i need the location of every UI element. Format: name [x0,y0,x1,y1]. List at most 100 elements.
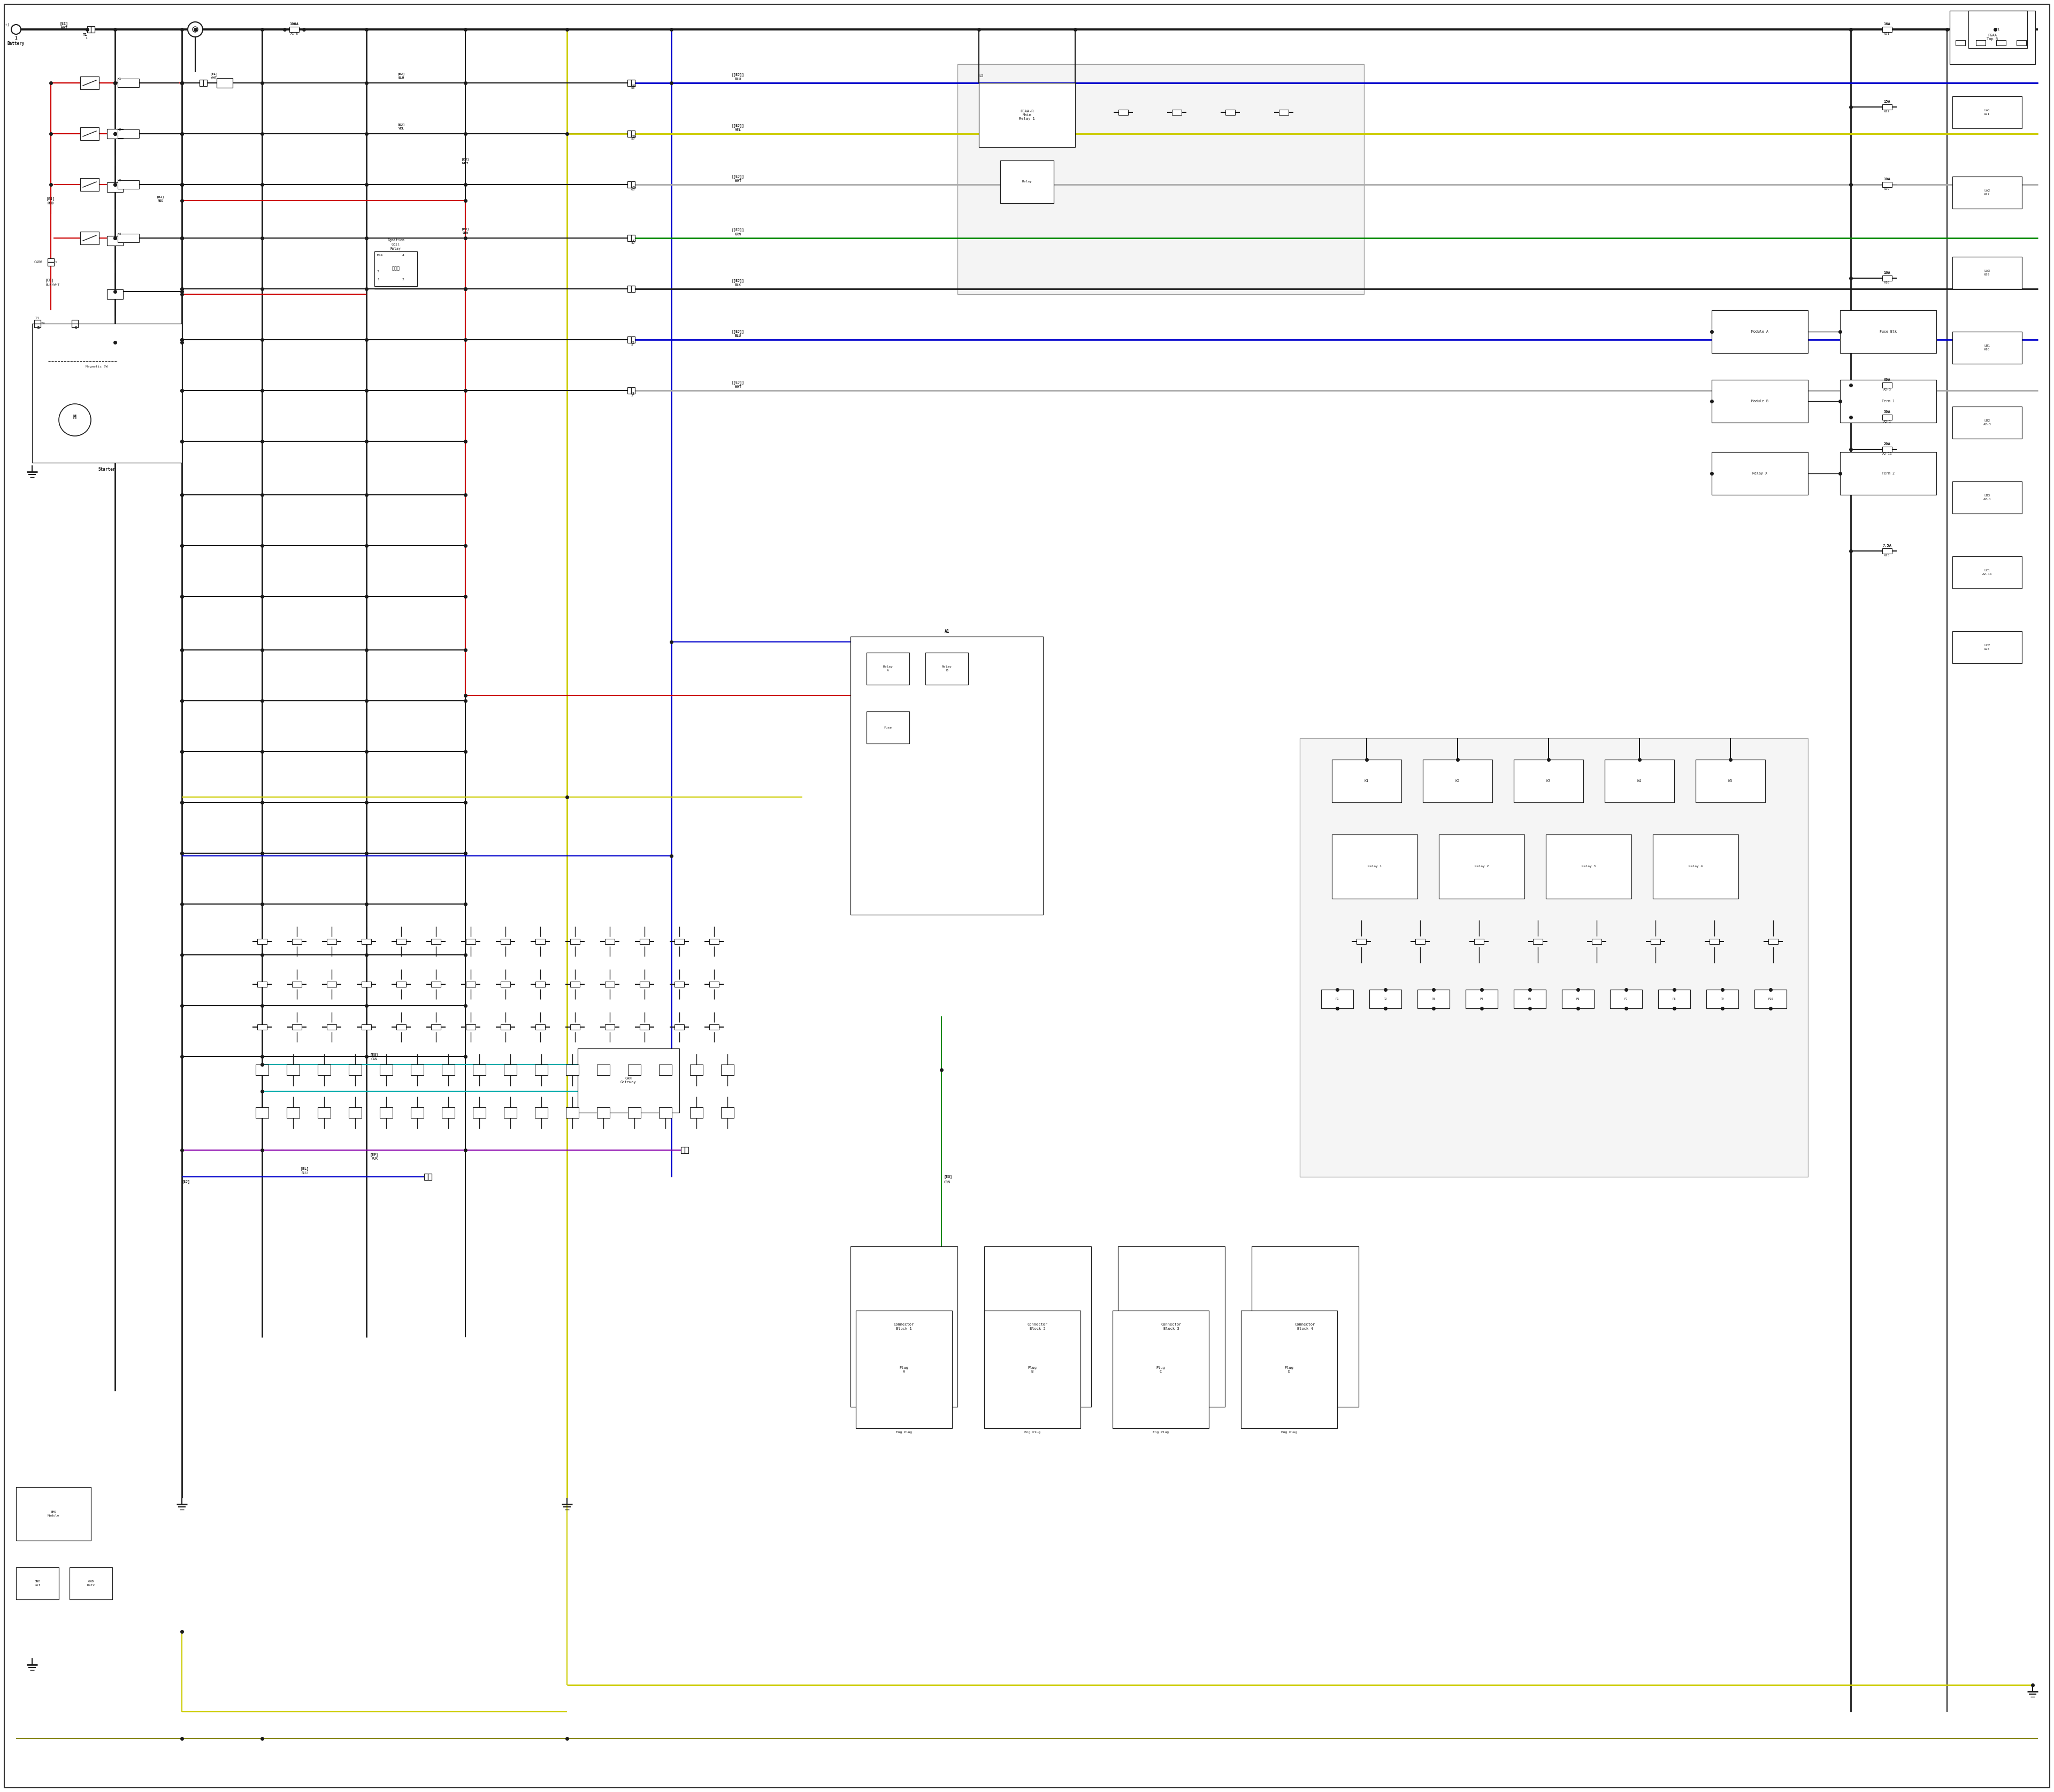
Bar [107,289,123,299]
Text: [EG]: [EG] [945,1176,953,1179]
Text: Connector: Connector [893,1322,914,1326]
Bar [107,129,123,138]
Bar [629,1064,641,1075]
Bar [327,939,337,944]
Text: Battery: Battery [8,41,25,47]
Text: A21: A21 [1984,113,1990,115]
Text: Coil: Coil [392,244,401,246]
Text: Module A: Module A [1752,330,1768,333]
Bar [674,1025,684,1030]
Text: WHT: WHT [212,77,218,79]
Text: C406: C406 [35,260,43,263]
Bar [396,982,407,987]
Text: L5: L5 [980,73,984,77]
Text: LC1: LC1 [1984,570,1990,572]
Bar [1440,835,1524,898]
Bar [80,127,99,140]
Bar [1881,181,1892,186]
Bar [431,982,442,987]
Bar [501,1025,509,1030]
Text: 59: 59 [631,138,635,140]
Text: D: D [1288,1369,1290,1373]
Text: [[EJ]]: [[EJ]] [731,280,744,283]
Text: K2: K2 [117,129,121,131]
Text: A21: A21 [1884,32,1890,36]
Bar [690,1107,702,1118]
Text: BLK/WHT: BLK/WHT [45,283,60,287]
Text: B: B [1031,1369,1033,1373]
Bar [1697,760,1764,803]
Bar [1968,11,2027,48]
Text: Term 1: Term 1 [1881,400,1894,403]
Bar [631,337,635,342]
Bar [427,1174,431,1181]
Bar [1415,939,1425,944]
Bar [2017,39,2025,45]
Circle shape [10,25,21,34]
Bar [1514,989,1547,1009]
Bar [1251,1247,1358,1407]
Bar [626,79,631,86]
Text: Fuse: Fuse [883,726,891,729]
Bar [1117,1247,1224,1407]
Bar [639,982,649,987]
Bar [1840,310,1937,353]
Bar [1881,548,1892,554]
Bar [721,1064,733,1075]
Bar [327,982,337,987]
Text: Main: Main [1023,113,1031,116]
Text: [EJ]: [EJ] [396,124,405,125]
Bar [709,1025,719,1030]
Bar [1953,177,2021,208]
Text: 60: 60 [633,186,637,190]
Bar [1840,380,1937,423]
Text: A1-6: A1-6 [290,32,298,36]
Bar [674,982,684,987]
Text: K1: K1 [1364,780,1368,783]
Text: [EJ]: [EJ] [47,197,55,201]
Bar [1955,39,1966,45]
Text: BMS: BMS [51,1511,58,1512]
Text: K4: K4 [1637,780,1641,783]
Bar [1331,760,1401,803]
Text: P10: P10 [1768,998,1773,1000]
Bar [626,337,631,342]
Text: P9: P9 [1721,998,1723,1000]
Bar [216,79,232,88]
Bar [255,1107,269,1118]
Text: P8: P8 [1672,998,1676,1000]
Text: LA2: LA2 [1984,190,1990,192]
Text: Relay 4: Relay 4 [1688,866,1703,867]
Text: T4: T4 [35,317,39,319]
Bar [472,1064,485,1075]
Bar [1417,989,1450,1009]
Text: [EJ]: [EJ] [156,195,164,197]
Text: YEL: YEL [398,127,405,131]
Text: A2-3: A2-3 [1884,389,1892,391]
Text: WHT: WHT [462,161,468,165]
Text: PUR: PUR [372,1158,378,1159]
Text: 58: 58 [631,86,635,90]
Text: LA1: LA1 [1984,109,1990,111]
Bar [631,79,635,86]
Bar [1653,835,1738,898]
Bar [639,1025,649,1030]
Text: [[EJ]]: [[EJ]] [731,330,744,333]
Bar [288,1107,300,1118]
Bar [35,321,41,324]
Text: CAN: CAN [372,1057,378,1061]
Bar [1953,482,2021,514]
Bar [374,251,417,287]
Bar [1709,939,1719,944]
Text: Eng Plug: Eng Plug [896,1432,912,1434]
Bar [567,1107,579,1118]
Text: Ignition: Ignition [388,238,405,242]
Text: K3: K3 [1547,780,1551,783]
Text: [EJ]: [EJ] [462,158,470,161]
Text: RED: RED [47,202,53,204]
Bar [1881,446,1892,452]
Text: 1: 1 [14,36,16,41]
Text: 60: 60 [631,188,635,192]
Bar [349,1107,362,1118]
Bar [1467,989,1497,1009]
